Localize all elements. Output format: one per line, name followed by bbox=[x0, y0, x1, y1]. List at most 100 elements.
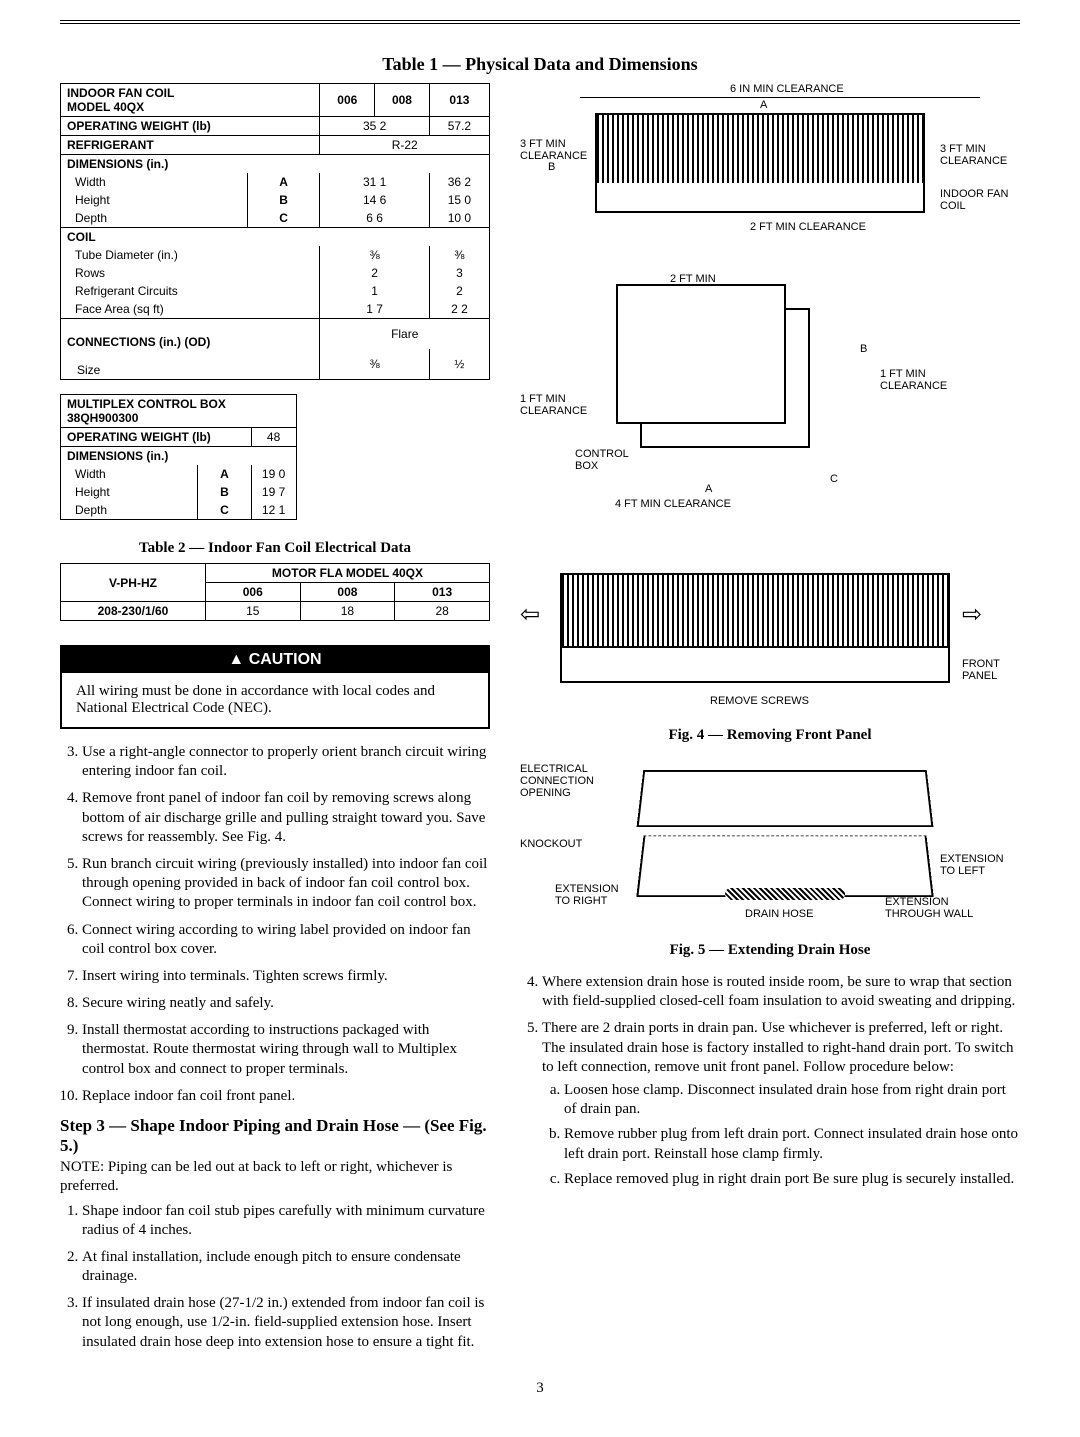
box-a: A bbox=[705, 483, 712, 495]
t2-col-006: 006 bbox=[205, 583, 300, 602]
step-4: Remove front panel of indoor fan coil by… bbox=[82, 789, 490, 847]
fig5-elec: ELECTRICAL CONNECTION OPENING bbox=[520, 763, 594, 799]
width-v1: 31 1 bbox=[320, 173, 429, 191]
caution-box: CAUTION All wiring must be done in accor… bbox=[60, 645, 490, 729]
fig5-drain: DRAIN HOSE bbox=[745, 908, 813, 920]
mx-height-label: Height bbox=[61, 483, 198, 501]
op-weight-1: 35 2 bbox=[320, 117, 429, 136]
box-c: C bbox=[830, 473, 838, 485]
r-step-4: Where extension drain hose is routed ins… bbox=[542, 973, 1020, 1011]
clear-left: 3 FT MIN CLEARANCE bbox=[520, 138, 587, 162]
step-6: Connect wiring according to wiring label… bbox=[82, 921, 490, 959]
sub-a: Loosen hose clamp. Disconnect insulated … bbox=[564, 1081, 1020, 1119]
mx-height-k: B bbox=[198, 483, 251, 501]
width-label: Width bbox=[61, 173, 248, 191]
step-9: Install thermostat according to instruct… bbox=[82, 1021, 490, 1079]
s3-1: Shape indoor fan coil stub pipes careful… bbox=[82, 1202, 490, 1240]
size-v2: ½ bbox=[429, 349, 489, 380]
fig4-diagram: ⇦ ⇨ FRONT PANEL REMOVE SCREWS bbox=[520, 563, 1020, 723]
fig5-ext-right: EXTENSION TO RIGHT bbox=[555, 883, 619, 907]
multiplex-table: MULTIPLEX CONTROL BOX 38QH900300 OPERATI… bbox=[60, 394, 297, 520]
conn-type: Flare bbox=[320, 319, 490, 350]
sub-b: Remove rubber plug from left drain port.… bbox=[564, 1125, 1020, 1163]
table1: INDOOR FAN COIL MODEL 40QX 006 008 013 O… bbox=[60, 83, 490, 380]
clear-top: 6 IN MIN CLEARANCE bbox=[730, 83, 844, 95]
size-v1: ⅜ bbox=[320, 349, 429, 380]
fig5-diagram: ELECTRICAL CONNECTION OPENING KNOCKOUT E… bbox=[520, 758, 1020, 938]
mx-depth-v: 12 1 bbox=[251, 501, 296, 520]
wiring-steps: Use a right-angle connector to properly … bbox=[82, 743, 490, 1106]
rows-label: Rows bbox=[61, 264, 320, 282]
rows-v2: 3 bbox=[429, 264, 489, 282]
refrigerant-label: REFRIGERANT bbox=[61, 136, 320, 155]
area-v1: 1 7 bbox=[320, 300, 429, 319]
tube-v2: ⅜ bbox=[429, 246, 489, 264]
circuits-v1: 1 bbox=[320, 282, 429, 300]
height-v2: 15 0 bbox=[429, 191, 489, 209]
page-number: 3 bbox=[60, 1380, 1020, 1397]
circuits-v2: 2 bbox=[429, 282, 489, 300]
r-step-5-text: There are 2 drain ports in drain pan. Us… bbox=[542, 1020, 1013, 1074]
mx-width-v: 19 0 bbox=[251, 465, 296, 483]
t2-v0: 15 bbox=[205, 602, 300, 621]
height-v1: 14 6 bbox=[320, 191, 429, 209]
fig5-wall: EXTENSION THROUGH WALL bbox=[885, 896, 973, 920]
box-control: CONTROL BOX bbox=[575, 448, 629, 472]
op-weight-2: 57.2 bbox=[429, 117, 489, 136]
mx-width-k: A bbox=[198, 465, 251, 483]
width-key: A bbox=[247, 173, 320, 191]
table2: V-PH-HZ MOTOR FLA MODEL 40QX 006 008 013… bbox=[60, 563, 490, 621]
area-v2: 2 2 bbox=[429, 300, 489, 319]
step3-note: NOTE: Piping can be led out at back to l… bbox=[60, 1158, 490, 1196]
area-label: Face Area (sq ft) bbox=[61, 300, 320, 319]
step-7: Insert wiring into terminals. Tighten sc… bbox=[82, 967, 490, 986]
size-label: Size bbox=[67, 363, 100, 377]
clear-right: 3 FT MIN CLEARANCE bbox=[940, 143, 1007, 167]
step-3: Use a right-angle connector to properly … bbox=[82, 743, 490, 781]
col-006: 006 bbox=[320, 84, 375, 117]
box-left: 1 FT MIN CLEARANCE bbox=[520, 393, 587, 417]
fig4-caption: Fig. 4 — Removing Front Panel bbox=[520, 727, 1020, 744]
col-013: 013 bbox=[429, 84, 489, 117]
multiplex-title: MULTIPLEX CONTROL BOX 38QH900300 bbox=[61, 395, 297, 428]
box-b: B bbox=[860, 343, 867, 355]
step-5: Run branch circuit wiring (previously in… bbox=[82, 855, 490, 913]
t2-v2: 28 bbox=[395, 602, 490, 621]
clear-a: A bbox=[760, 99, 767, 111]
step-8: Secure wiring neatly and safely. bbox=[82, 994, 490, 1013]
depth-v1: 6 6 bbox=[320, 209, 429, 228]
sub-c: Replace removed plug in right drain port… bbox=[564, 1170, 1020, 1189]
caution-body: All wiring must be done in accordance wi… bbox=[62, 673, 488, 727]
fig4-remove: REMOVE SCREWS bbox=[710, 695, 809, 707]
fig4-front: FRONT PANEL bbox=[962, 658, 1000, 682]
tube-label: Tube Diameter (in.) bbox=[61, 246, 320, 264]
clear-coil: INDOOR FAN COIL bbox=[940, 188, 1008, 212]
fig5-knockout: KNOCKOUT bbox=[520, 838, 582, 850]
caution-header: CAUTION bbox=[62, 647, 488, 673]
dims-label: DIMENSIONS (in.) bbox=[61, 155, 490, 174]
box-right: 1 FT MIN CLEARANCE bbox=[880, 368, 947, 392]
vphhz-label: V-PH-HZ bbox=[61, 564, 206, 602]
clearance-diagram: 6 IN MIN CLEARANCE A 3 FT MIN CLEARANCE … bbox=[520, 83, 1020, 563]
t2-col-013: 013 bbox=[395, 583, 490, 602]
right-steps: Where extension drain hose is routed ins… bbox=[542, 973, 1020, 1189]
box-bottom: 4 FT MIN CLEARANCE bbox=[615, 498, 731, 510]
s3-3: If insulated drain hose (27-1/2 in.) ext… bbox=[82, 1294, 490, 1352]
tube-v1: ⅜ bbox=[320, 246, 429, 264]
width-v2: 36 2 bbox=[429, 173, 489, 191]
mx-op-val: 48 bbox=[251, 428, 296, 447]
clear-b: B bbox=[548, 161, 555, 173]
s3-2: At final installation, include enough pi… bbox=[82, 1248, 490, 1286]
depth-label: Depth bbox=[61, 209, 248, 228]
mx-height-v: 19 7 bbox=[251, 483, 296, 501]
table2-caption: Table 2 — Indoor Fan Coil Electrical Dat… bbox=[60, 540, 490, 557]
depth-key: C bbox=[247, 209, 320, 228]
fig5-ext-left: EXTENSION TO LEFT bbox=[940, 853, 1004, 877]
t2-col-008: 008 bbox=[300, 583, 395, 602]
table1-header: INDOOR FAN COIL MODEL 40QX bbox=[61, 84, 320, 117]
t2-row-label: 208-230/1/60 bbox=[61, 602, 206, 621]
step3-list: Shape indoor fan coil stub pipes careful… bbox=[82, 1202, 490, 1352]
coil-label: COIL bbox=[61, 228, 490, 247]
fig5-caption: Fig. 5 — Extending Drain Hose bbox=[520, 942, 1020, 959]
rows-v1: 2 bbox=[320, 264, 429, 282]
